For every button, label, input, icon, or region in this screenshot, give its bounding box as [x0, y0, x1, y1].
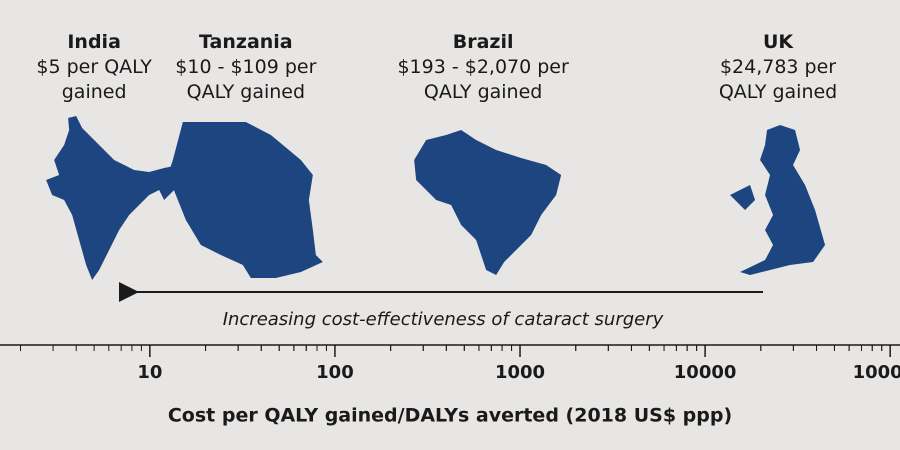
- country-map: [730, 125, 826, 275]
- country-map: [414, 130, 562, 275]
- x-tick-label: 10000: [674, 362, 737, 383]
- cost-label: $193 - $2,070 per QALY gained: [397, 56, 569, 103]
- annotation: Increasing cost-effectiveness of catarac…: [223, 309, 664, 330]
- country-name: UK: [762, 31, 794, 53]
- country-label: Tanzania $10 - $109 per QALY gained: [171, 30, 321, 105]
- x-tick-label: 10: [137, 362, 162, 383]
- x-tick-label: 100: [316, 362, 354, 383]
- country-label: Brazil $193 - $2,070 per QALY gained: [391, 30, 576, 105]
- cost-label: $24,783 per QALY gained: [718, 56, 838, 103]
- country-name: India: [67, 31, 121, 53]
- country-map: [167, 122, 323, 278]
- cost-label: $5 per QALY gained: [36, 56, 152, 103]
- country-label: UK $24,783 per QALY gained: [708, 30, 848, 105]
- x-tick-label: 1000: [495, 362, 545, 383]
- country-map: [46, 116, 195, 280]
- country-name: Brazil: [452, 31, 514, 53]
- x-axis-label: Cost per QALY gained/DALYs averted (2018…: [168, 405, 732, 427]
- country-label: India $5 per QALY gained: [29, 30, 159, 105]
- country-name: Tanzania: [199, 31, 293, 53]
- x-tick-label: 100000: [853, 362, 900, 383]
- cost-label: $10 - $109 per QALY gained: [175, 56, 317, 103]
